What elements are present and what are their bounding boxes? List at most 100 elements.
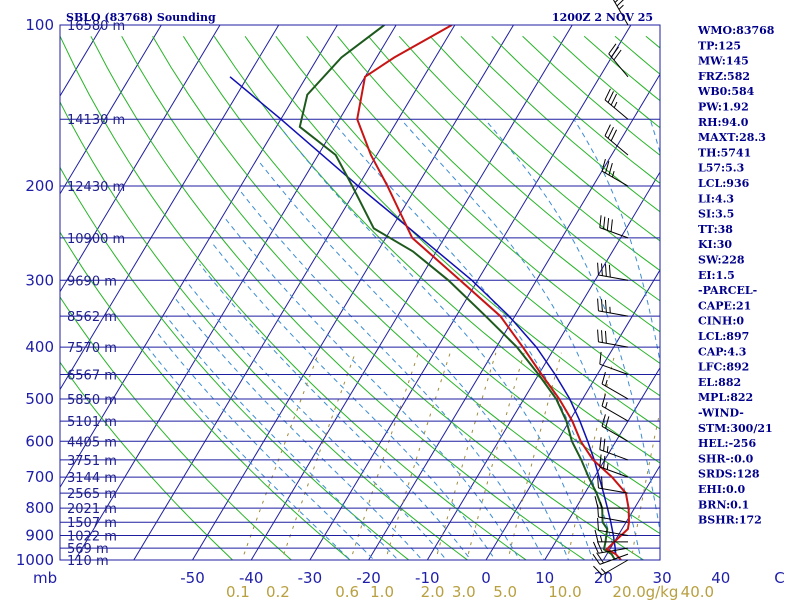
mixing-ratio-label: 0.2 [266, 583, 290, 600]
dry-adiabat-line [60, 100, 469, 560]
mixing-ratio-label: 3.0 [452, 583, 476, 600]
mixing-ratio-line [630, 408, 660, 560]
mixing-ratio-line [384, 352, 451, 560]
dry-adiabat-line [60, 166, 410, 560]
dry-adiabat-line [306, 35, 660, 364]
isotherm-line [60, 25, 338, 489]
wind-barb [604, 124, 629, 156]
isotherm-line [250, 25, 573, 560]
dry-adiabat-line [522, 35, 660, 156]
dewpoint-trace [298, 25, 616, 560]
index-value: L57:5.3 [698, 162, 744, 175]
moist-adiabat-line [211, 242, 496, 560]
index-value: EHI:0.0 [698, 483, 745, 496]
index-value: LCL:936 [698, 177, 750, 190]
isotherm-line [426, 171, 660, 560]
mixing-ratio-label: 2.0 [421, 583, 445, 600]
wind-barb [601, 414, 629, 442]
temperature-tick-label: -30 [298, 569, 323, 587]
temperature-tick-label: 0 [481, 569, 491, 587]
index-value: SW:228 [698, 254, 745, 267]
pressure-tick-label: 1000 [16, 551, 54, 569]
height-label: 2021 m [67, 502, 117, 517]
wind-barb [592, 541, 629, 554]
isotherm-line [309, 25, 632, 560]
height-label: 14130 m [67, 113, 125, 128]
index-value: SI:3.5 [698, 208, 734, 221]
plot-frame [59, 24, 661, 561]
height-label: 6567 m [67, 368, 117, 383]
moist-adiabat-line [258, 161, 570, 560]
isotherm-line [485, 269, 660, 560]
index-value: BSHR:172 [698, 514, 762, 527]
temperature-tick-label: -10 [415, 569, 440, 587]
dry-adiabat-line [244, 36, 660, 430]
index-value: BRN:0.1 [698, 498, 749, 511]
height-label: 9690 m [67, 274, 117, 289]
wind-barb [597, 475, 629, 494]
index-value: TH:5741 [698, 146, 751, 159]
height-label: 7570 m [67, 341, 117, 356]
index-value: RH:94.0 [698, 116, 749, 129]
index-value: -PARCEL- [698, 284, 757, 297]
wind-barb [612, 0, 629, 26]
index-value: MAXT:28.3 [698, 131, 766, 144]
wind-barb [599, 351, 629, 375]
index-value: PW:1.92 [698, 101, 749, 114]
isotherm-line [60, 25, 221, 293]
mixing-ratio-line [566, 352, 616, 560]
height-label: 110 m [67, 554, 109, 569]
dry-adiabat-line [60, 36, 528, 560]
index-value: CAP:4.3 [698, 345, 746, 358]
index-value: MW:145 [698, 55, 749, 68]
dry-adiabat-line [275, 35, 660, 397]
index-value: KI:30 [698, 238, 732, 251]
dry-adiabat-line [553, 35, 660, 129]
pressure-tick-label: 300 [25, 271, 54, 289]
height-label: 5850 m [67, 393, 117, 408]
height-label: 10900 m [67, 232, 125, 247]
temperature-tick-label: -20 [356, 569, 381, 587]
temperature-tick-label: 40 [711, 569, 730, 587]
height-label: 3751 m [67, 454, 117, 469]
index-value: STM:300/21 [698, 422, 773, 435]
height-label: 3144 m [67, 471, 117, 486]
pressure-tick-label: 500 [25, 390, 54, 408]
temperature-tick-label: -50 [180, 569, 205, 587]
mixing-ratio-label: 10.0 [548, 583, 581, 600]
moist-adiabat-line [224, 218, 521, 560]
temperature-tick-label: -40 [239, 569, 264, 587]
index-value: FRZ:582 [698, 70, 750, 83]
moist-adiabat-line [147, 346, 351, 560]
wind-barb [601, 394, 629, 422]
isotherm-line [60, 25, 162, 195]
isotherm-line [602, 464, 660, 560]
wind-barb [593, 559, 629, 576]
moist-adiabat-line [185, 279, 448, 560]
wind-barb [597, 517, 629, 537]
mixing-ratio-label: 0.1 [226, 583, 250, 600]
index-value: HEL:-256 [698, 437, 756, 450]
mixing-ratio-line [281, 352, 356, 560]
dry-adiabat-line [60, 361, 234, 560]
pressure-unit-label: mb [33, 569, 57, 587]
index-value: SRDS:128 [698, 468, 760, 481]
index-value: SHR-:0.0 [698, 452, 754, 465]
mixing-ratio-label: 0.6 [335, 583, 359, 600]
parcel-trace [229, 76, 622, 560]
index-value: WMO:83768 [697, 24, 775, 37]
index-value: EL:882 [698, 376, 741, 389]
wind-barb [594, 529, 628, 543]
mixing-ratio-label: 20.0 [612, 583, 645, 600]
wind-barb [599, 454, 629, 478]
index-value: CINH:0 [698, 315, 744, 328]
moist-adiabat-line [199, 263, 472, 560]
moist-adiabat-line [484, 118, 660, 533]
moist-adiabat-line [240, 191, 545, 560]
temperature-tick-label: 30 [653, 569, 672, 587]
isotherm-line [60, 25, 280, 391]
pressure-tick-label: 900 [25, 527, 54, 545]
mixing-ratio-label: 5.0 [493, 583, 517, 600]
wind-barb [601, 159, 629, 187]
